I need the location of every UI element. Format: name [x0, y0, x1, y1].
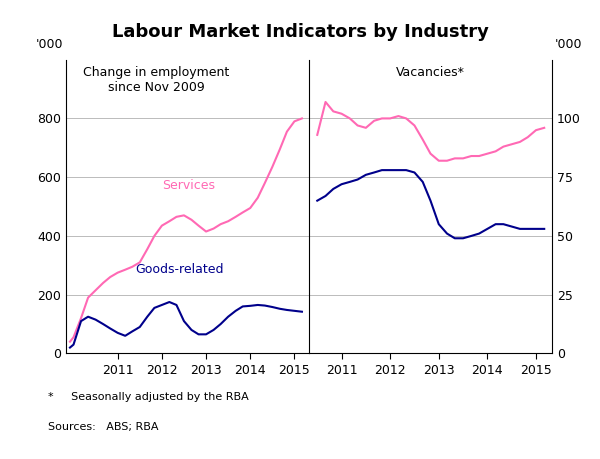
Text: Change in employment
since Nov 2009: Change in employment since Nov 2009 — [83, 66, 229, 94]
Text: '000: '000 — [36, 38, 64, 51]
Text: Vacancies*: Vacancies* — [396, 66, 465, 78]
Text: Goods-related: Goods-related — [135, 263, 224, 276]
Text: Sources:   ABS; RBA: Sources: ABS; RBA — [48, 422, 158, 432]
Text: '000: '000 — [554, 38, 582, 51]
Text: Labour Market Indicators by Industry: Labour Market Indicators by Industry — [112, 23, 488, 41]
Text: Services: Services — [162, 179, 215, 192]
Text: *     Seasonally adjusted by the RBA: * Seasonally adjusted by the RBA — [48, 392, 249, 403]
